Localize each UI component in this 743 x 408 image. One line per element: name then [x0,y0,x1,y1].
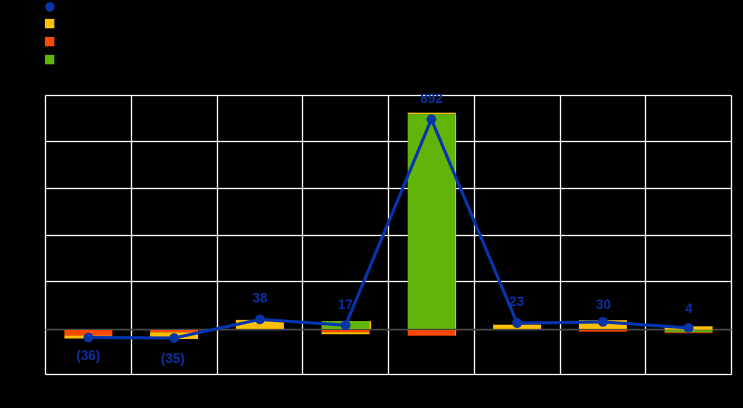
svg-text:(35): (35) [161,351,185,366]
svg-text:17: 17 [338,297,353,312]
svg-text:30: 30 [596,297,611,312]
svg-text:38: 38 [253,291,268,306]
svg-text:(36): (36) [76,348,100,363]
svg-text:892: 892 [420,91,442,106]
svg-text:23: 23 [509,294,524,309]
svg-text:4: 4 [685,301,693,316]
